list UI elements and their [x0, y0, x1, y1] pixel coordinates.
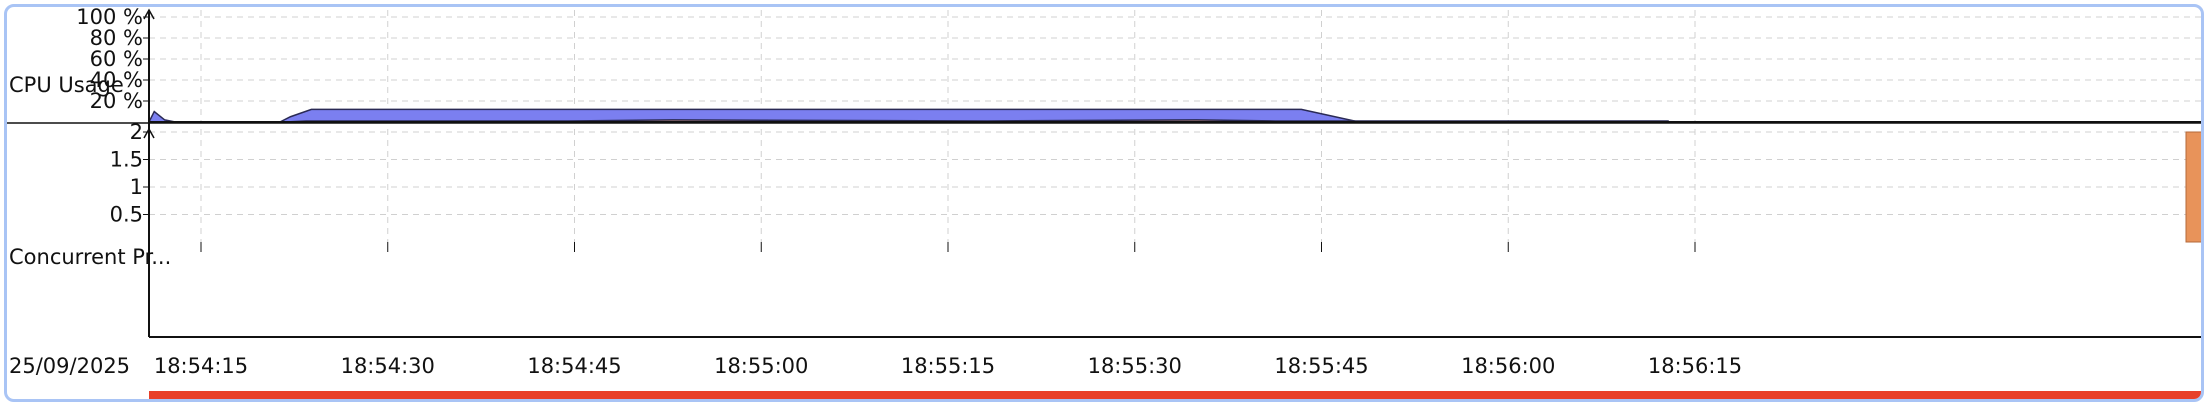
concurrency-y-tick-label: 2 — [130, 120, 143, 144]
x-tick-label: 18:56:15 — [1648, 354, 1742, 378]
concurrency-y-ticks: 2 1.5 1 0.5 — [110, 120, 149, 227]
cpu-concurrency-chart: 100 %80 %60 %40 %20 % 21.510.5 18:54:15 1… — [7, 7, 2202, 402]
cpu-y-tick-label: 20 % — [90, 89, 143, 113]
concurrency-y-tick-label: 1.5 — [110, 148, 143, 172]
cpu-grid — [149, 10, 2201, 122]
x-tick-label: 18:55:15 — [901, 354, 995, 378]
concurrency-y-tick-label: 1 — [130, 175, 143, 199]
cpu-plot — [147, 108, 2201, 123]
concurrency-plot — [2185, 131, 2201, 243]
concurrency-grid — [149, 129, 2201, 242]
cpu-y-tick-label: 100 % — [76, 7, 143, 29]
cpu-y-tick-label: 80 % — [90, 26, 143, 50]
concurrency-y-tick-label: 0.5 — [110, 203, 143, 227]
cpu-y-ticks: 100 %80 %60 %40 %20 % — [76, 7, 149, 113]
cpu-axis-arrow — [143, 8, 155, 20]
date-label: 25/09/2025 — [9, 354, 130, 378]
time-axis: 18:54:15 18:54:30 18:54:45 18:55:00 18:55:15… — [154, 242, 1742, 378]
x-tick-label: 18:55:00 — [714, 354, 808, 378]
x-tick-label: 18:55:30 — [1088, 354, 1182, 378]
x-tick-label: 18:56:00 — [1461, 354, 1555, 378]
x-tick-label: 18:54:30 — [341, 354, 435, 378]
concurrency-bar — [2185, 131, 2201, 243]
x-tick-label: 18:54:15 — [154, 354, 248, 378]
cpu-y-tick-label: 40 % — [90, 68, 143, 92]
cpu-usage-label: CPU Usage — [9, 73, 124, 97]
axes — [7, 8, 2201, 338]
concurrency-axis-arrow — [143, 127, 155, 139]
x-tick-label: 18:55:45 — [1274, 354, 1368, 378]
x-tick-label: 18:54:45 — [527, 354, 621, 378]
monitor-panel: 100 % 80 % 60 % 40 % 20 % 2 1.5 1 0.5 18:54:15 1… — [4, 4, 2204, 402]
cpu-y-tick-label: 60 % — [90, 47, 143, 71]
concurrency-label: Concurrent Pr... — [9, 245, 171, 269]
timeline-bar[interactable] — [149, 391, 2202, 402]
